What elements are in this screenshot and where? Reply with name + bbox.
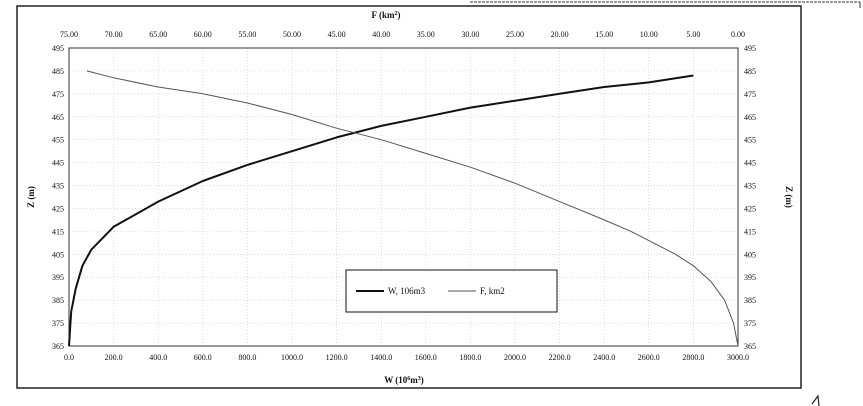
legend-label-f: F, km2: [480, 286, 505, 296]
bottom-tick-label: 2400.0: [593, 353, 615, 362]
right-tick-label: 415: [744, 227, 756, 236]
series-line-w: [68, 74, 694, 347]
right-tick-label: 395: [744, 273, 756, 282]
top-tick-label: 50.00: [283, 30, 301, 39]
left-axis-ticks: 365 375 385 395 405 415 425 435 445 455 465 475 485 4…: [52, 44, 64, 351]
left-tick-label: 465: [52, 113, 64, 122]
top-tick-label: 75.00: [60, 30, 78, 39]
right-tick-label: 405: [744, 250, 756, 259]
left-tick-label: 365: [52, 342, 64, 351]
top-tick-label: 10.00: [640, 30, 658, 39]
bottom-tick-label: 1200.0: [326, 353, 348, 362]
bottom-tick-label: 1000.0: [281, 353, 303, 362]
left-tick-label: 405: [52, 250, 64, 259]
right-tick-label: 485: [744, 67, 756, 76]
right-tick-label: 425: [744, 204, 756, 213]
right-tick-label: 365: [744, 342, 756, 351]
bottom-axis-ticks: 0.0 200.0 400.0 600.0 800.0 1000.0 1200.0 1400.…: [64, 353, 749, 362]
bottom-tick-label: 0.0: [64, 353, 74, 362]
plot-area: [68, 47, 739, 347]
series-group: [68, 70, 739, 347]
bottom-tick-label: 3000.0: [727, 353, 749, 362]
left-tick-label: 485: [52, 67, 64, 76]
bottom-tick-label: 1800.0: [459, 353, 481, 362]
right-tick-label: 465: [744, 113, 756, 122]
left-tick-label: 385: [52, 296, 64, 305]
right-tick-label: 385: [744, 296, 756, 305]
legend-label-w: W, 106m3: [388, 286, 426, 296]
bottom-tick-label: 800.0: [238, 353, 256, 362]
top-axis-ticks: 75.00 70.00 65.00 60.00 55.00 50.00 45.00 40.00…: [60, 30, 745, 39]
top-tick-label: 0.00: [731, 30, 745, 39]
top-tick-label: 20.00: [551, 30, 569, 39]
left-tick-label: 495: [52, 44, 64, 53]
right-tick-label: 475: [744, 90, 756, 99]
left-tick-label: 425: [52, 204, 64, 213]
bottom-axis-title: W (106m3): [384, 375, 424, 385]
top-tick-label: 70.00: [105, 30, 123, 39]
top-axis-title: F (km2): [372, 10, 401, 20]
bottom-tick-label: 200.0: [105, 353, 123, 362]
top-tick-label: 25.00: [506, 30, 524, 39]
left-tick-label: 415: [52, 227, 64, 236]
right-tick-label: 455: [744, 136, 756, 145]
bottom-tick-label: 2000.0: [504, 353, 526, 362]
top-tick-label: 30.00: [461, 30, 479, 39]
bottom-tick-label: 1600.0: [415, 353, 437, 362]
top-tick-label: 5.00: [686, 30, 700, 39]
top-tick-label: 35.00: [417, 30, 435, 39]
bottom-tick-label: 2200.0: [549, 353, 571, 362]
left-tick-label: 455: [52, 136, 64, 145]
top-tick-label: 55.00: [238, 30, 256, 39]
right-axis-title: Z (m): [784, 186, 794, 208]
left-tick-label: 445: [52, 159, 64, 168]
legend: W, 106m3 F, km2: [345, 269, 558, 313]
right-tick-label: 445: [744, 159, 756, 168]
bottom-tick-label: 2800.0: [682, 353, 704, 362]
bottom-tick-label: 2600.0: [638, 353, 660, 362]
corner-mark: [811, 394, 820, 406]
bottom-tick-label: 400.0: [149, 353, 167, 362]
series-line-f: [86, 70, 739, 347]
left-tick-label: 395: [52, 273, 64, 282]
top-tick-label: 65.00: [149, 30, 167, 39]
top-tick-label: 45.00: [328, 30, 346, 39]
right-tick-label: 375: [744, 319, 756, 328]
left-tick-label: 475: [52, 90, 64, 99]
right-tick-label: 435: [744, 182, 756, 191]
chart-frame: [16, 5, 802, 389]
left-tick-label: 435: [52, 182, 64, 191]
right-axis-ticks: 365 375 385 395 405 415 425 435 445 455 465 475 485 4…: [744, 44, 756, 351]
top-tick-label: 15.00: [595, 30, 613, 39]
right-tick-label: 495: [744, 44, 756, 53]
left-tick-label: 375: [52, 319, 64, 328]
top-tick-label: 60.00: [194, 30, 212, 39]
bottom-tick-label: 1400.0: [370, 353, 392, 362]
bottom-tick-label: 600.0: [194, 353, 212, 362]
top-tick-label: 40.00: [372, 30, 390, 39]
left-axis-title: Z (m): [26, 186, 36, 208]
